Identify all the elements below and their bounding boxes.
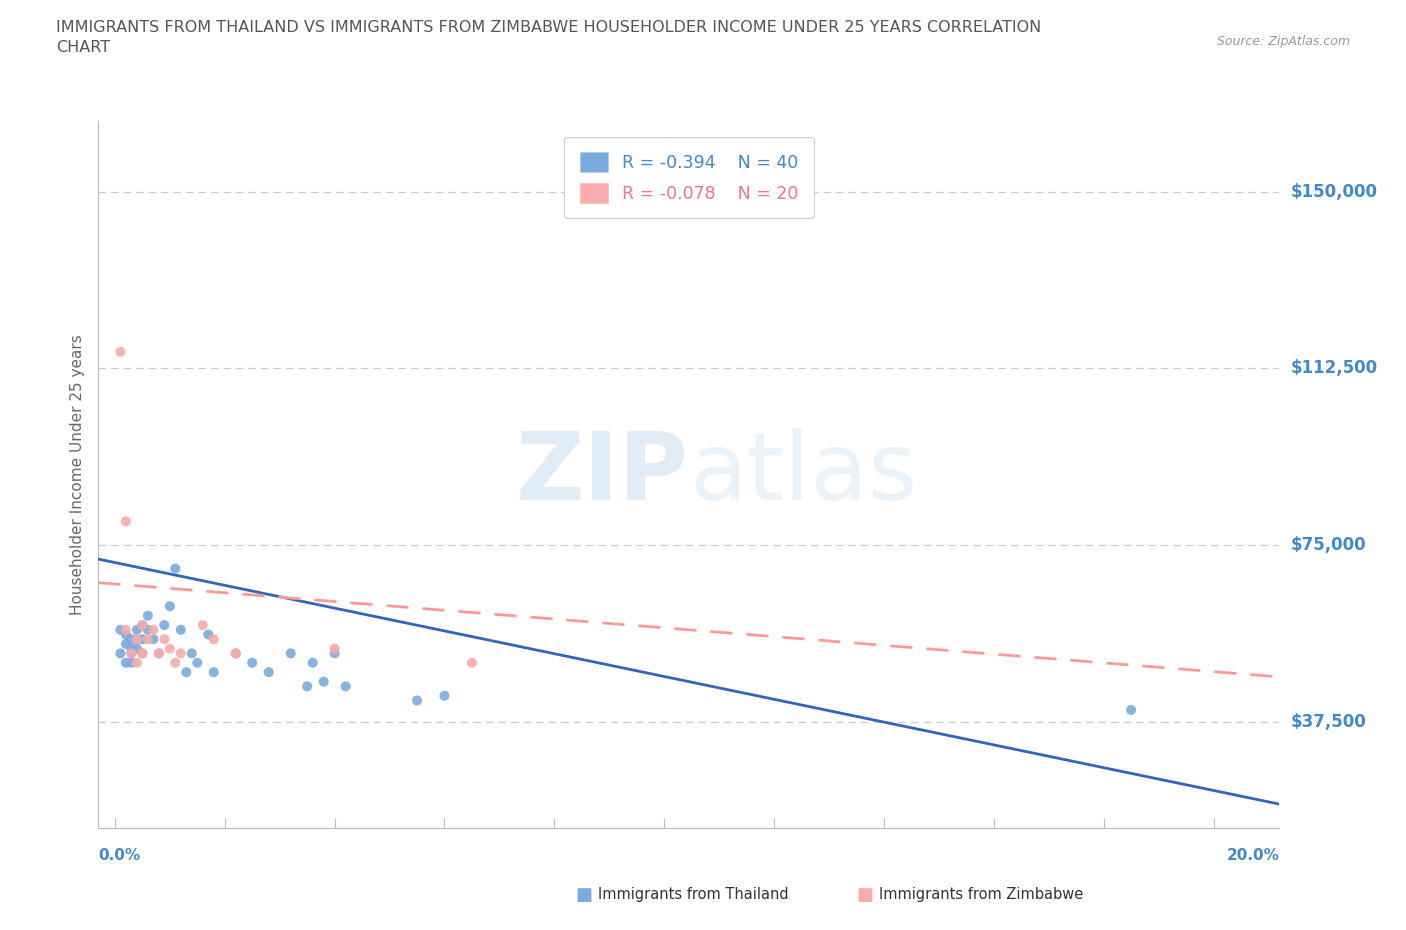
Point [165,656,187,671]
Point [433,688,456,703]
Point [170,646,193,661]
Text: $37,500: $37,500 [1291,712,1367,731]
Text: Source: ZipAtlas.com: Source: ZipAtlas.com [1216,35,1350,48]
Point [323,646,346,661]
Point [225,646,247,661]
Point [120,631,142,646]
Point [131,646,153,661]
Point [186,656,208,671]
Point [125,641,148,656]
Point [159,599,181,614]
Point [176,665,198,680]
Point [131,646,153,661]
Y-axis label: Householder Income Under 25 years: Householder Income Under 25 years [69,334,84,615]
Point [170,622,193,637]
Point [115,627,138,642]
Point [280,646,302,661]
Point [461,656,484,671]
Text: 20.0%: 20.0% [1226,848,1279,863]
Point [257,665,280,680]
Point [153,618,176,632]
Point [142,631,165,646]
Text: Immigrants from Zimbabwe: Immigrants from Zimbabwe [879,887,1083,902]
Point [120,656,142,671]
Point [120,641,142,656]
Point [125,631,148,646]
Point [406,693,429,708]
Point [115,514,138,529]
Text: $112,500: $112,500 [1291,359,1378,378]
Point [131,618,153,632]
Point [125,631,148,646]
Point [110,344,132,359]
Point [323,641,346,656]
Point [202,665,225,680]
Point [115,636,138,651]
Point [1121,702,1143,717]
Point [115,622,138,637]
Text: ■: ■ [856,885,873,904]
Text: 0.0%: 0.0% [98,848,141,863]
Point [202,631,225,646]
Text: ZIP: ZIP [516,429,689,520]
Point [142,622,165,637]
Point [120,646,142,661]
Point [148,646,170,661]
Point [312,674,335,689]
Text: CHART: CHART [56,40,110,55]
Point [120,646,142,661]
Point [225,646,247,661]
Legend: R = -0.394    N = 40, R = -0.078    N = 20: R = -0.394 N = 40, R = -0.078 N = 20 [564,137,814,219]
Point [115,656,138,671]
Point [131,631,153,646]
Point [136,631,159,646]
Point [148,646,170,661]
Point [136,608,159,623]
Point [180,646,202,661]
Point [125,622,148,637]
Text: $75,000: $75,000 [1291,536,1367,554]
Point [110,646,132,661]
Point [136,622,159,637]
Point [153,631,176,646]
Point [197,627,219,642]
Text: IMMIGRANTS FROM THAILAND VS IMMIGRANTS FROM ZIMBABWE HOUSEHOLDER INCOME UNDER 25: IMMIGRANTS FROM THAILAND VS IMMIGRANTS F… [56,20,1042,35]
Point [295,679,318,694]
Point [301,656,323,671]
Text: atlas: atlas [689,429,917,520]
Point [240,656,263,671]
Text: Immigrants from Thailand: Immigrants from Thailand [598,887,789,902]
Point [191,618,214,632]
Text: $150,000: $150,000 [1291,182,1378,201]
Point [165,561,187,576]
Point [110,622,132,637]
Point [125,656,148,671]
Text: ■: ■ [575,885,592,904]
Point [131,618,153,632]
Point [159,641,181,656]
Point [335,679,357,694]
